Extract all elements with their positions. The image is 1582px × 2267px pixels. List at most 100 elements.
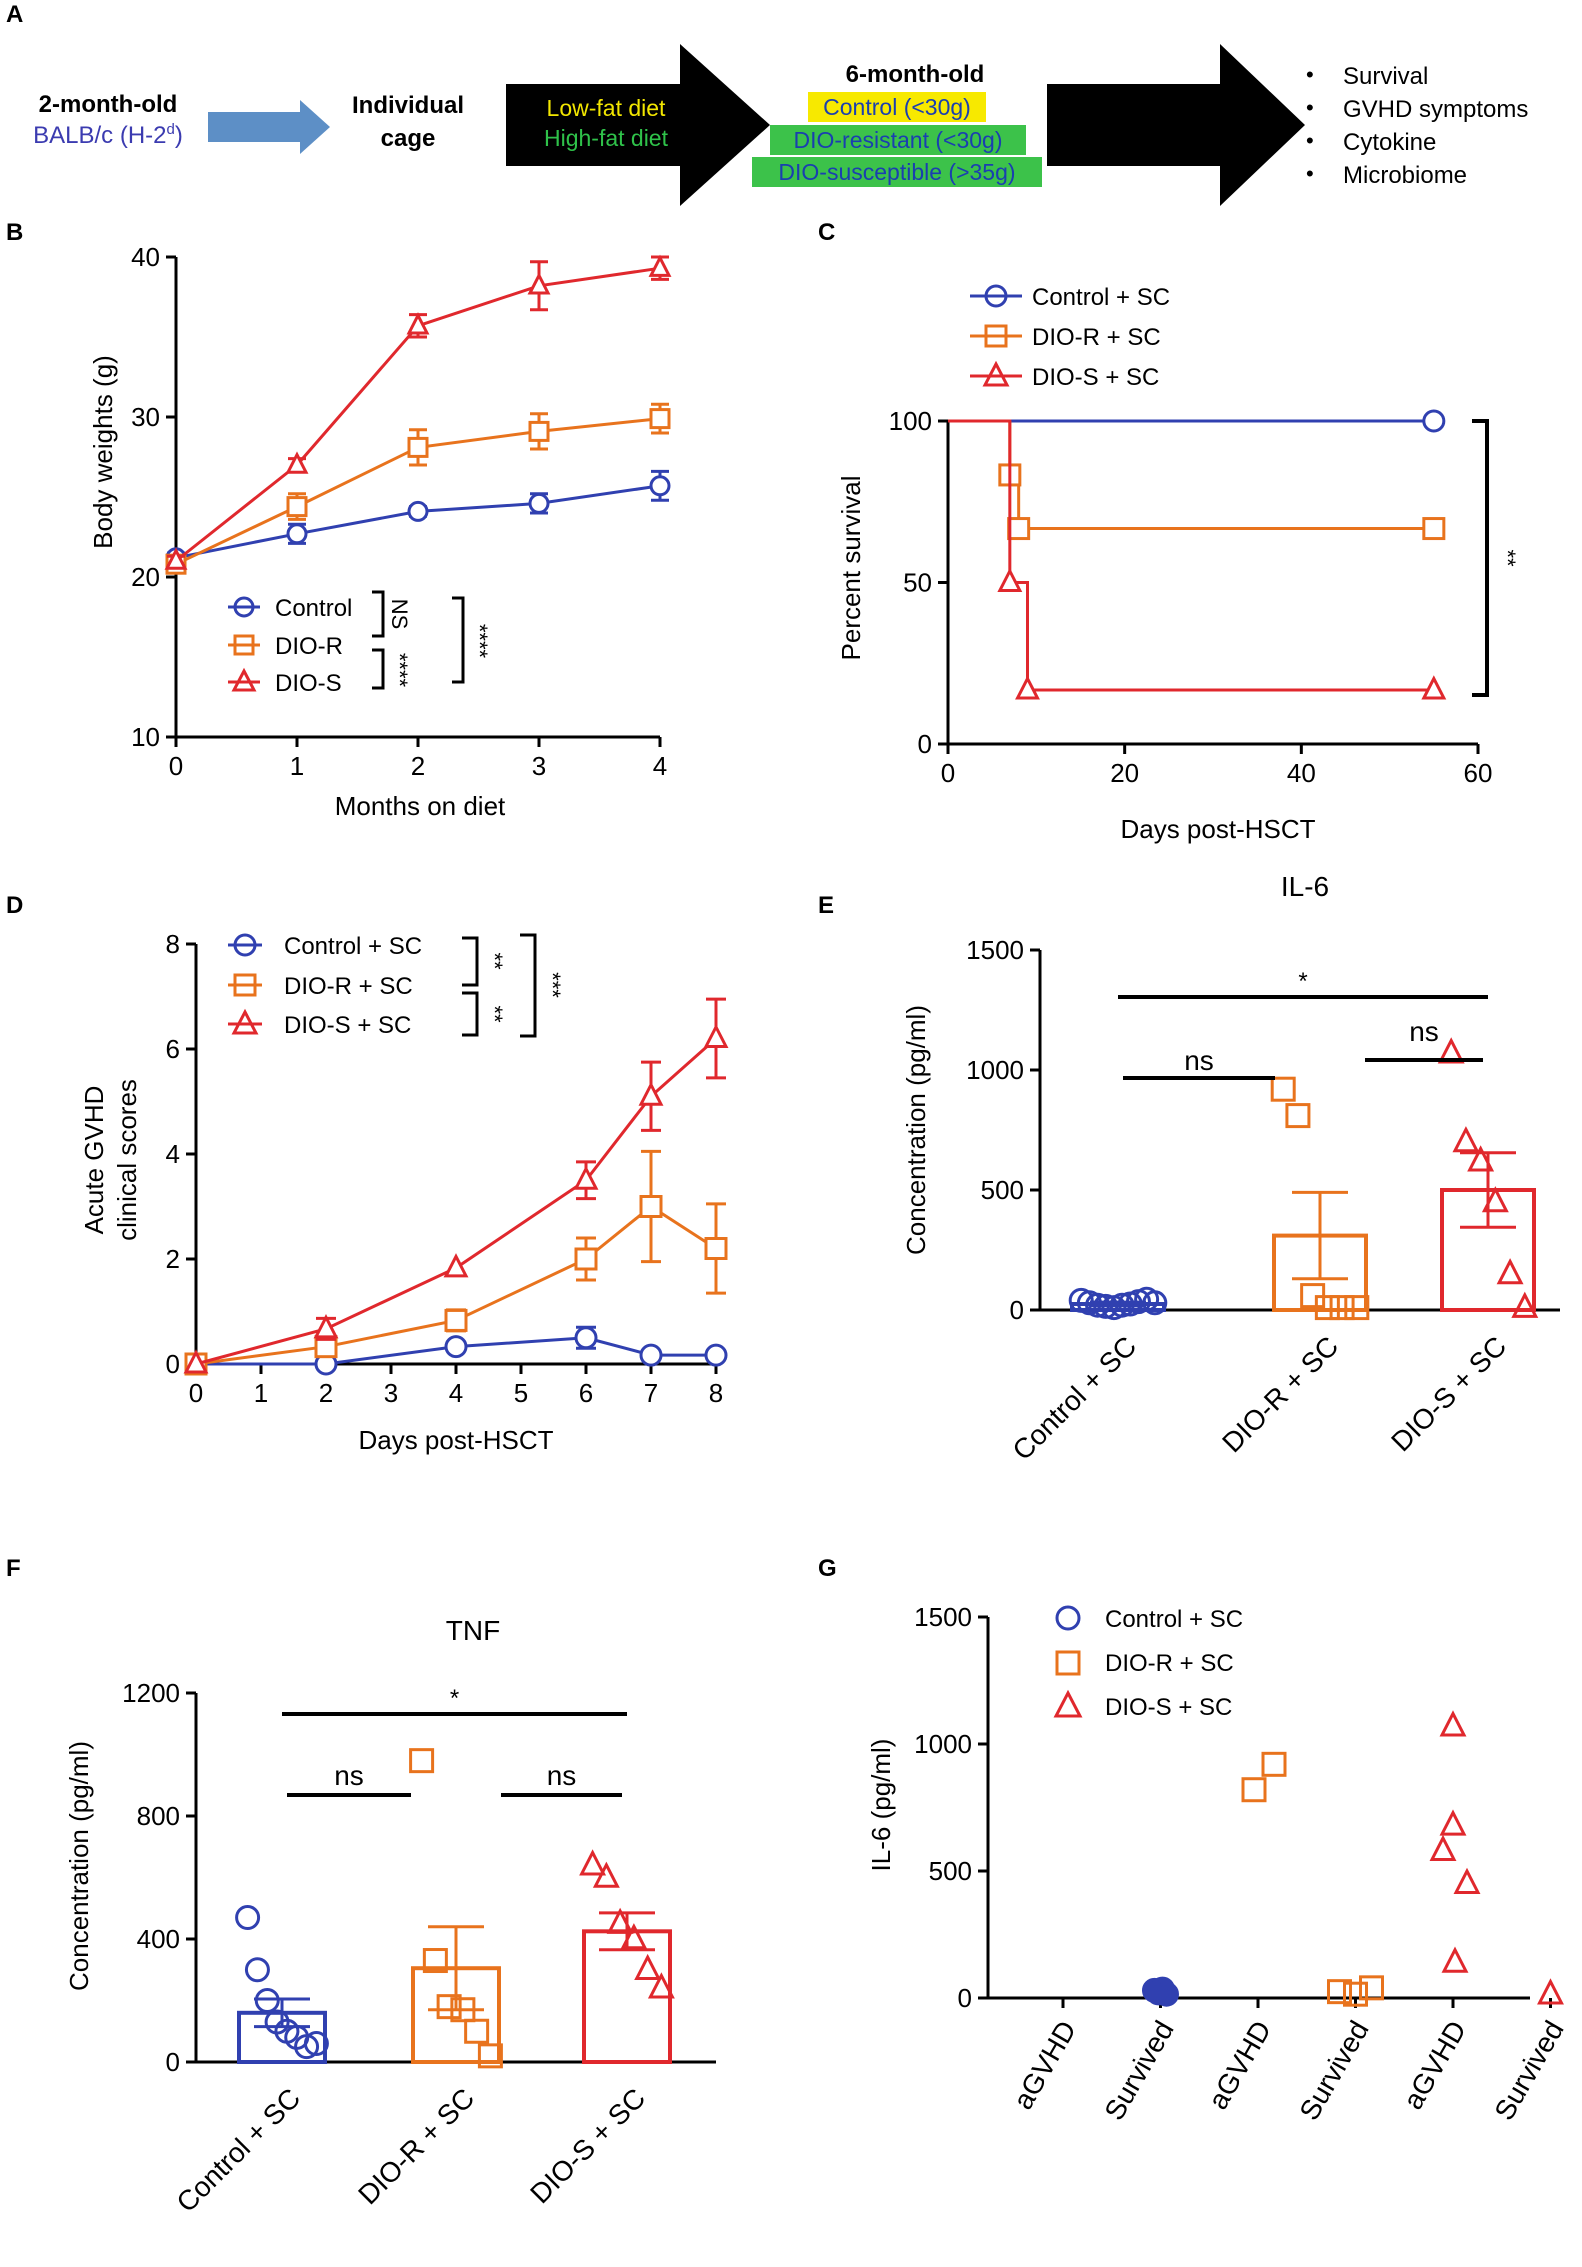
chart-b-ytick-label-1: 20 (131, 562, 160, 592)
chart-c-mark-0-0 (1422, 409, 1446, 433)
chart-f-title: TNF (446, 1615, 500, 1646)
chart-f-dot-1-1 (422, 1948, 448, 1974)
chart-b-xtick-label-4: 4 (653, 751, 667, 781)
chart-f-ytick-label-0: 0 (166, 2047, 180, 2077)
outcome-gvhd: GVHD symptoms (1343, 96, 1528, 123)
chart-g-point-2-4 (1441, 1946, 1469, 1973)
chart-b-xtick-label-0: 0 (169, 751, 183, 781)
chart-d-xtick-label-0: 0 (189, 1378, 203, 1408)
control-group-box (808, 92, 986, 122)
chart-c-mark-1-1 (1007, 517, 1031, 541)
legend-d-dios-label: DIO-S + SC (284, 1012, 411, 1039)
chart-b-ytick-label-0: 10 (131, 722, 160, 752)
chart-f-category-2: DIO-S + SC (524, 2082, 651, 2209)
panel-label-c: C (818, 219, 835, 246)
resistant-group-text: DIO-resistant (<30g) (794, 127, 1003, 153)
chart-c-mark-1-2 (1422, 517, 1446, 541)
outcome-microbiome: Microbiome (1343, 162, 1467, 189)
chart-g-point-2-3 (1453, 1867, 1481, 1894)
legend-c-control-label: Control + SC (1032, 284, 1170, 311)
chart-e-sig-right: ns (1409, 1016, 1439, 1047)
chart-c-legend: Control + SC DIO-R + SC DIO-S + SC (970, 284, 1170, 391)
chart-c-xlabel: Days post-HSCT (1120, 814, 1315, 844)
chart-b-xtick-label-1: 1 (290, 751, 304, 781)
legend-g-dior-marker (1055, 1650, 1081, 1676)
legend-b-dios-label: DIO-S (275, 670, 342, 697)
chart-b-point-2-2 (406, 312, 430, 335)
sig-d-sig1: ** (482, 952, 507, 970)
legend-d-dior-label: DIO-R + SC (284, 973, 413, 1000)
legend-d-control-marker (233, 933, 257, 957)
chart-f-sig-overall: * (450, 1685, 459, 1712)
chart-g-legend: Control + SC DIO-R + SC DIO-S + SC (1053, 1605, 1243, 1721)
chart-g-ytick-label-0: 0 (958, 1983, 972, 2013)
start-strain-text: BALB/c (H-2d) (33, 121, 183, 149)
chart-f-category-0: Control + SC (170, 2082, 306, 2218)
chart-e-dot-0-9 (1142, 1290, 1168, 1316)
bracket-b-sig1 (372, 648, 385, 690)
chart-d-ylabel-line1: Acute GVHD (79, 1086, 109, 1235)
chart-d-xtick-label-6: 6 (579, 1378, 593, 1408)
sig-b-ns: NS (387, 599, 412, 630)
chart-b-legend: Control DIO-R DIO-S NS **** **** (228, 590, 492, 697)
chart-f-dot-1-5 (477, 2043, 503, 2069)
chart-b-point-0-4 (649, 475, 671, 497)
chart-c-mark-2-0 (997, 567, 1023, 592)
chart-g-point-2-1 (1439, 1809, 1467, 1836)
chart-e-dot-1-5 (1344, 1295, 1370, 1321)
chart-f-sig-left: ns (334, 1760, 364, 1791)
chart-c-xtick-label-2: 40 (1287, 758, 1316, 788)
legend-c-dior-marker (984, 324, 1008, 348)
chart-c-step-2 (948, 419, 1434, 692)
chart-g-ytick-label-3: 1500 (914, 1602, 972, 1632)
chart-g-point-1-0 (1261, 1751, 1287, 1777)
low-fat-diet-text: Low-fat diet (547, 95, 667, 121)
chart-d-point-0-2 (444, 1335, 468, 1359)
chart-f-plot: 0 400 800 1200 Control + SC DIO-R + SC DIO-S +… (122, 1678, 716, 2218)
chart-c-xtick-label-3: 60 (1464, 758, 1493, 788)
six-month-text: 6-month-old (846, 61, 985, 88)
legend-b-dior-marker (233, 634, 255, 656)
resistant-group-box (770, 125, 1026, 155)
chart-c-mark-2-1 (1015, 675, 1040, 700)
start-age-text: 2-month-old (39, 91, 178, 118)
chart-g-point-2-2 (1429, 1834, 1457, 1861)
chart-g-point-1-4 (1359, 1975, 1384, 2001)
chart-f-ylabel: Concentration (pg/ml) (64, 1741, 94, 1991)
chart-d-xtick-label-4: 4 (449, 1378, 463, 1408)
sig-c: ** (1495, 549, 1520, 567)
chart-b-ylabel: Body weights (g) (88, 355, 118, 549)
bracket-b-sig2 (452, 596, 465, 684)
legend-g-dios-marker (1053, 1689, 1083, 1718)
cage-text-line1: Individual (352, 92, 464, 119)
chart-e-dot-0-3 (1093, 1293, 1119, 1319)
chart-b-point-1-3 (528, 420, 550, 442)
legend-g-control-label: Control + SC (1105, 1606, 1243, 1633)
chart-e-ytick-label-0: 0 (1010, 1295, 1024, 1325)
chart-f-dot-0-6 (294, 2034, 320, 2060)
chart-e-dot-2-4 (1496, 1258, 1524, 1285)
chart-d-xtick-label-1: 1 (254, 1378, 268, 1408)
chart-f-ytick-label-1: 400 (137, 1924, 180, 1954)
start-strain-main: BALB/c (H-2 (33, 122, 166, 149)
chart-f-dot-1-4 (464, 2018, 490, 2044)
chart-d-point-1-5 (704, 1237, 728, 1260)
chart-d-ytick-label-1: 2 (166, 1244, 180, 1274)
chart-e-dot-0-2 (1085, 1292, 1111, 1318)
chart-c-xtick-label-0: 0 (941, 758, 955, 788)
chart-f-dot-2-2 (606, 1907, 634, 1934)
chart-d-point-2-0 (183, 1349, 209, 1374)
chart-f-dot-2-3 (620, 1923, 648, 1950)
chart-c-ytick-label-2: 100 (889, 406, 932, 436)
chart-d-point-2-2 (443, 1253, 469, 1278)
legend-b-dior-label: DIO-R (275, 633, 343, 660)
outcome-cytokine: Cytokine (1343, 129, 1436, 156)
chart-d-point-1-2 (444, 1308, 468, 1332)
chart-b-xtick-label-2: 2 (411, 751, 425, 781)
chart-d-ytick-label-0: 0 (166, 1349, 180, 1379)
legend-g-control-marker (1055, 1605, 1081, 1631)
blue-arrow-icon (208, 100, 330, 154)
chart-g-ytick-label-1: 500 (929, 1856, 972, 1886)
control-group-text: Control (<30g) (823, 94, 971, 120)
outcome-survival: Survival (1343, 63, 1428, 90)
